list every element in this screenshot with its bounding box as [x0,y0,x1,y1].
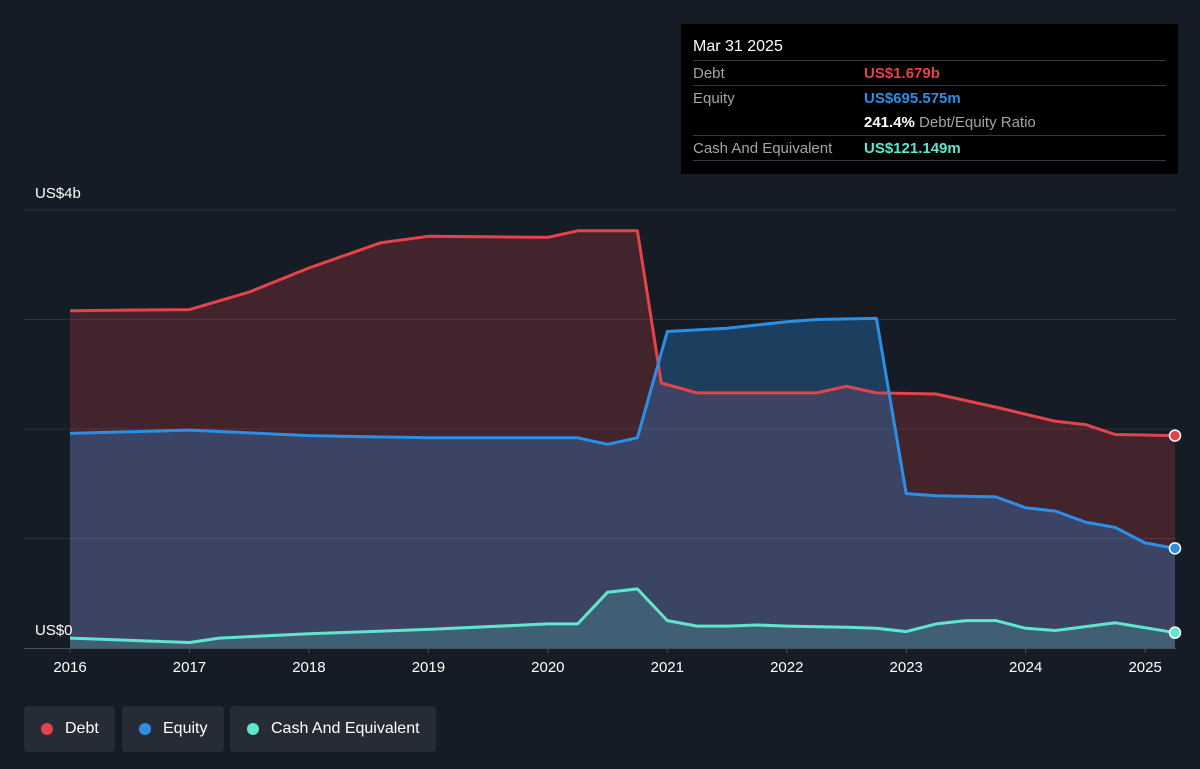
x-tick-label: 2016 [53,659,86,676]
x-tick-label: 2017 [173,659,206,676]
tooltip-ratio-value: 241.4% [864,114,915,131]
equity-area [70,318,1175,648]
equity-dot-icon [139,723,151,735]
tooltip-debt-label: Debt [693,65,725,82]
debt-line [69,229,1176,438]
cash-end-marker [1168,626,1182,639]
x-tick-label: 2025 [1128,659,1161,676]
x-tick-label: 2022 [770,659,803,676]
tooltip-equity-value: US$695.575m [864,90,961,107]
equity-end-marker [1168,542,1182,555]
tooltip-row-equity: Equity US$695.575m [693,85,1166,111]
y-axis-top-label: US$4b [35,185,81,202]
legend-cash-label: Cash And Equivalent [271,720,420,737]
tooltip-ratio-label: Debt/Equity Ratio [919,114,1036,131]
x-tick-label: 2021 [651,659,684,676]
x-tick-label: 2018 [292,659,325,676]
tooltip-cash-value: US$121.149m [864,140,961,157]
equity-line [69,316,1176,550]
tooltip-ratio-wrap: 241.4% Debt/Equity Ratio [864,114,1036,131]
legend-debt[interactable]: Debt [24,706,115,752]
tooltip-equity-label: Equity [693,90,735,107]
cash-dot-icon [247,723,259,735]
x-tick-label: 2023 [890,659,923,676]
tooltip-row-debt: Debt US$1.679b [693,60,1166,86]
x-tick-label: 2024 [1009,659,1042,676]
tooltip-cash-label: Cash And Equivalent [693,140,833,157]
tooltip-bottom-rule [693,160,1166,161]
y-axis-bottom-label: US$0 [35,622,73,639]
debt-area [70,230,1175,649]
legend-equity-label: Equity [163,720,208,737]
debt-dot-icon [41,723,53,735]
x-tick-label: 2019 [412,659,445,676]
tooltip-row-ratio: 241.4% Debt/Equity Ratio [693,110,1166,135]
legend-equity[interactable]: Equity [122,706,224,752]
tooltip-date: Mar 31 2025 [693,38,783,55]
debt-end-marker [1168,429,1182,442]
legend-debt-label: Debt [65,720,99,737]
x-tick-label: 2020 [531,659,564,676]
legend-cash[interactable]: Cash And Equivalent [230,706,436,752]
cash-line [69,587,1176,644]
tooltip: Mar 31 2025 Debt US$1.679b Equity US$695… [681,24,1178,174]
tooltip-row-cash: Cash And Equivalent US$121.149m [693,135,1166,161]
tooltip-debt-value: US$1.679b [864,65,940,82]
